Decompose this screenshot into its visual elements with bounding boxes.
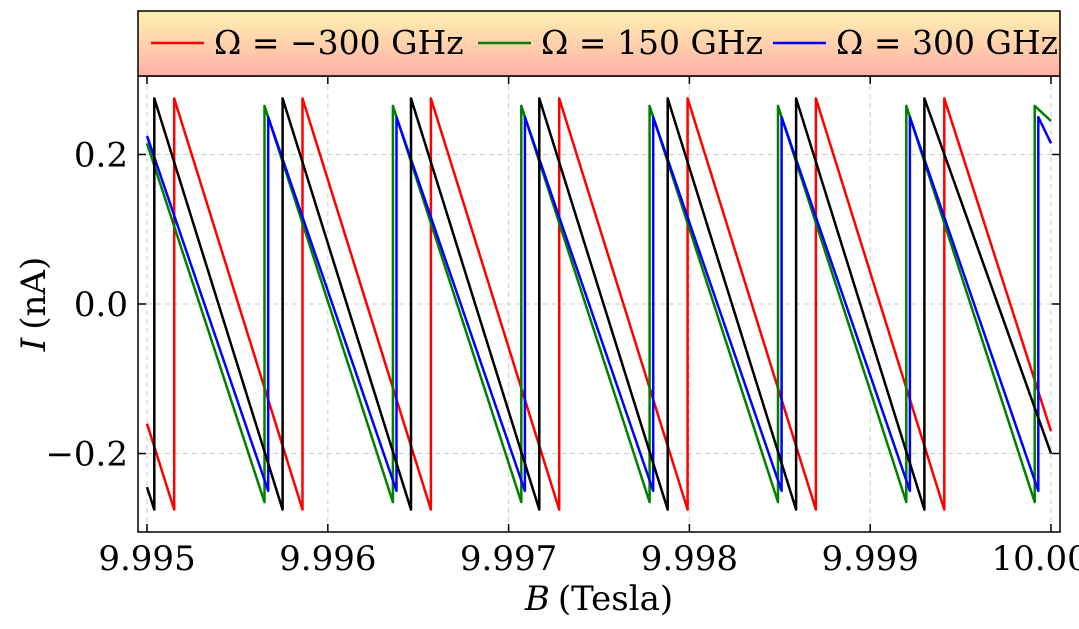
y-axis-var: I: [14, 337, 54, 352]
ticks: 9.995 9.996 9.997 9.998 9.999 10.000 −0.2 0.0 0.…: [45, 76, 1079, 579]
series-line-0: [145, 97, 1053, 511]
series-line-2: [145, 115, 1053, 493]
y-axis-unit: (nA): [14, 257, 54, 330]
series-group: [145, 97, 1053, 511]
x-tick-label: 9.999: [822, 539, 919, 579]
x-axis-var: B: [524, 579, 550, 619]
y-tick-label: 0.0: [74, 285, 128, 325]
legend-label-1: Ω = 150 GHz: [541, 23, 763, 62]
legend-label-2: Ω = 300 GHz: [836, 23, 1058, 62]
series-line-3: [145, 97, 1053, 511]
x-tick-label: 10.000: [991, 539, 1079, 579]
x-axis-label: B (Tesla): [524, 579, 673, 619]
series-line-1: [145, 104, 1052, 504]
y-axis-label: I (nA): [14, 257, 54, 352]
legend: Ω = −300 GHz Ω = 150 GHz Ω = 300 GHz: [137, 10, 1061, 77]
x-tick-label: 9.997: [460, 539, 557, 579]
y-tick-label: 0.2: [74, 135, 128, 175]
y-tick-label: −0.2: [45, 435, 128, 475]
x-tick-label: 9.995: [98, 539, 195, 579]
legend-entry-0: Ω = −300 GHz: [151, 23, 464, 62]
x-tick-label: 9.996: [279, 539, 376, 579]
legend-entry-2: Ω = 300 GHz: [773, 23, 1058, 62]
legend-label-0: Ω = −300 GHz: [214, 23, 464, 62]
legend-entry-1: Ω = 150 GHz: [478, 23, 763, 62]
x-tick-label: 9.998: [641, 539, 738, 579]
x-axis-unit: (Tesla): [558, 579, 673, 619]
legend-box: [137, 10, 1061, 77]
